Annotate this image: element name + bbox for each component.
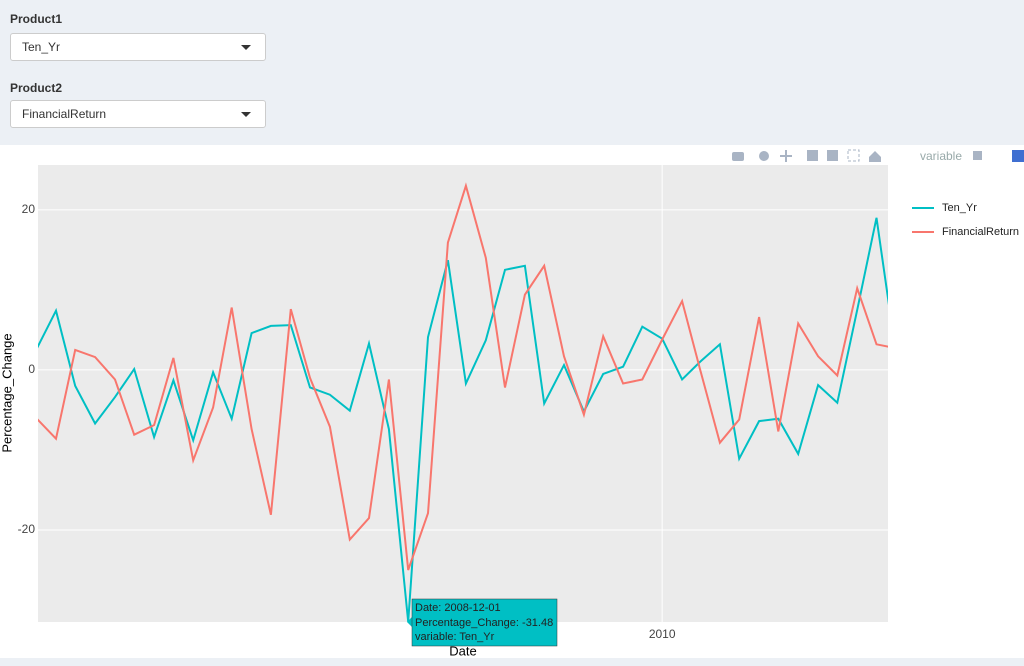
- legend-label: FinancialReturn: [942, 226, 1019, 238]
- x-axis-title: Date: [449, 643, 476, 658]
- dropdown[interactable]: Ten_Yr: [10, 33, 266, 61]
- modebar: [732, 149, 1024, 162]
- home-icon[interactable]: [869, 151, 881, 162]
- tooltip: Date: 2008-12-01 Percentage_Change: -31.…: [407, 598, 558, 647]
- y-tick-label: -20: [18, 522, 36, 536]
- legend-title: variable: [920, 149, 962, 163]
- zoom-in-icon[interactable]: [807, 150, 818, 161]
- compare-icon[interactable]: [973, 151, 982, 160]
- y-tick-label: 0: [28, 362, 35, 376]
- control-label: Product2: [10, 81, 63, 95]
- tooltip-line: variable: Ten_Yr: [415, 631, 495, 643]
- controls-panel: Product1 Ten_Yr Product2 FinancialReturn: [0, 0, 1024, 145]
- dropdown[interactable]: FinancialReturn: [10, 100, 266, 128]
- tooltip-line: Percentage_Change: -31.48: [415, 617, 553, 629]
- legend-label: Ten_Yr: [942, 202, 977, 214]
- footer-strip: [0, 658, 1024, 666]
- y-tick-label: 20: [22, 202, 36, 216]
- series-line: [38, 217, 888, 622]
- tooltip-line: Date: 2008-12-01: [415, 602, 501, 614]
- y-axis-title: Percentage_Change: [0, 333, 14, 452]
- autoscale-icon[interactable]: [847, 149, 860, 162]
- zoom-out-icon[interactable]: [827, 150, 838, 161]
- series-line: [38, 182, 888, 571]
- plot-background: [38, 165, 888, 622]
- pan-icon[interactable]: [780, 150, 792, 162]
- x-tick-label: 2010: [649, 627, 676, 641]
- camera-icon[interactable]: [732, 152, 744, 161]
- zoom-icon[interactable]: [759, 151, 769, 161]
- control-label: Product1: [10, 12, 63, 26]
- plotly-logo[interactable]: [1012, 150, 1024, 162]
